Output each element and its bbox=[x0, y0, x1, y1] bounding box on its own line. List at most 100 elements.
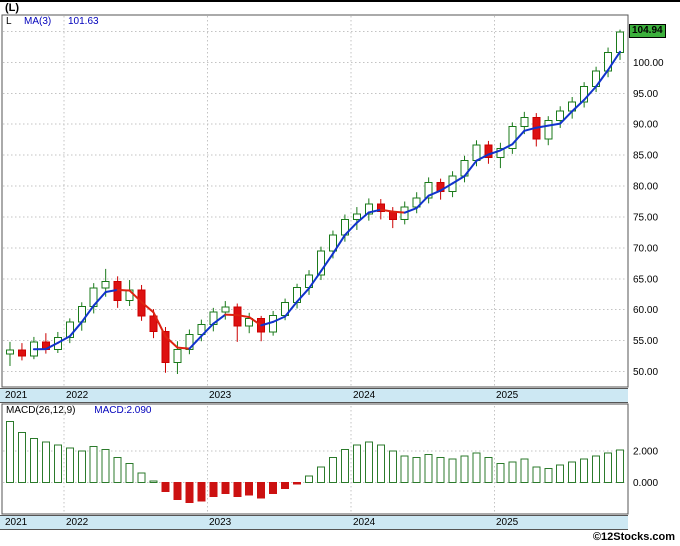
ma-line-segment bbox=[80, 304, 95, 324]
macd-bar-positive bbox=[352, 444, 361, 483]
ma-line-segment bbox=[379, 208, 394, 213]
macd-bar-negative bbox=[221, 481, 230, 494]
ma-line-segment bbox=[236, 314, 251, 319]
macd-bar-positive bbox=[41, 441, 50, 483]
macd-bar-positive bbox=[520, 458, 529, 483]
candle-body bbox=[173, 348, 182, 363]
macd-bar-positive bbox=[388, 450, 397, 483]
price-axis-tick-label: 60.00 bbox=[633, 305, 658, 316]
candle-body bbox=[376, 203, 385, 212]
price-axis-tick-label: 80.00 bbox=[633, 182, 658, 193]
candle-body bbox=[424, 181, 433, 199]
ma-line-segment bbox=[427, 189, 442, 197]
ma-line-segment bbox=[451, 175, 466, 185]
ma-line-segment bbox=[104, 288, 119, 293]
candle-body bbox=[484, 144, 493, 159]
ma-line-segment bbox=[284, 300, 299, 318]
macd-bar-positive bbox=[29, 438, 38, 483]
ma-line-segment bbox=[415, 194, 430, 210]
page-title: (L) bbox=[5, 2, 20, 14]
candle-body bbox=[508, 126, 517, 149]
ma-line-segment bbox=[523, 126, 538, 132]
macd-bar-negative bbox=[161, 481, 170, 493]
macd-bar-positive bbox=[400, 455, 409, 483]
price-candlestick-chart: 105.00100.0095.0090.0085.0080.0075.0070.… bbox=[1, 14, 664, 388]
year-label: 2023 bbox=[209, 390, 232, 401]
last-price-badge: 104.94 bbox=[629, 24, 666, 38]
ma-line-segment bbox=[164, 335, 179, 349]
macd-label: MACD(26,12,9) bbox=[6, 405, 76, 416]
macd-bar-positive bbox=[17, 432, 26, 483]
macd-histogram-chart: 2.000 0.000 bbox=[1, 403, 658, 515]
ma-line-segment bbox=[559, 110, 574, 125]
ma-line-segment bbox=[68, 321, 83, 338]
ma-line-segment bbox=[355, 211, 370, 224]
macd-bar-positive bbox=[113, 456, 122, 483]
ma-value: 101.63 bbox=[68, 16, 99, 27]
ma-line-segment bbox=[176, 346, 191, 350]
price-axis-tick-label: 100.00 bbox=[633, 58, 664, 69]
price-axis-tick-label: 65.00 bbox=[633, 274, 658, 285]
price-legend: L MA(3) 101.63 bbox=[6, 16, 99, 27]
ma-line-segment bbox=[152, 311, 167, 338]
candle-body bbox=[580, 85, 589, 103]
candle-body bbox=[544, 119, 553, 140]
macd-bar-positive bbox=[412, 456, 421, 483]
macd-bar-positive bbox=[472, 452, 481, 483]
macd-bar-negative bbox=[293, 481, 302, 485]
macd-bar-negative bbox=[233, 481, 242, 497]
candle-body bbox=[520, 116, 529, 128]
macd-bar-negative bbox=[257, 481, 266, 499]
year-label: 2022 bbox=[66, 517, 89, 528]
macd-bar-positive bbox=[137, 472, 146, 483]
macd-axis-tick-label: 2.000 bbox=[633, 447, 658, 458]
ma-line-segment bbox=[200, 322, 215, 338]
candle-body bbox=[328, 234, 337, 252]
ma-line-segment bbox=[116, 288, 131, 292]
macd-bar-negative bbox=[209, 481, 218, 497]
year-label: 2023 bbox=[209, 517, 232, 528]
price-plot-bg bbox=[2, 15, 628, 387]
symbol-label: L bbox=[6, 16, 12, 27]
macd-value: MACD:2.090 bbox=[94, 405, 152, 416]
candle-body bbox=[496, 147, 505, 159]
price-frame bbox=[1, 14, 629, 388]
ma-line-segment bbox=[92, 290, 107, 307]
macd-bar-positive bbox=[556, 464, 565, 483]
macd-bar-positive bbox=[53, 444, 62, 483]
year-label: 2021 bbox=[5, 390, 28, 401]
macd-bar-negative bbox=[197, 481, 206, 502]
year-label: 2025 bbox=[496, 390, 519, 401]
candle-body bbox=[17, 349, 26, 357]
price-axis-tick-label: 50.00 bbox=[633, 367, 658, 378]
candle-body bbox=[556, 110, 565, 121]
macd-bar-positive bbox=[424, 453, 433, 483]
macd-bar-positive bbox=[305, 475, 314, 483]
macd-bar-positive bbox=[340, 449, 349, 483]
ma-line-segment bbox=[463, 159, 478, 178]
year-label: 2021 bbox=[5, 517, 28, 528]
macd-bar-positive bbox=[89, 446, 98, 483]
candle-body bbox=[616, 31, 625, 53]
ma-line-segment bbox=[140, 301, 155, 314]
ma-line-segment bbox=[583, 85, 598, 101]
top-border bbox=[0, 0, 680, 2]
year-label: 2022 bbox=[66, 390, 89, 401]
ma-line-segment bbox=[56, 335, 71, 344]
macd-bar-positive bbox=[364, 441, 373, 483]
ma-line-segment bbox=[475, 153, 490, 162]
macd-bar-positive bbox=[101, 449, 110, 483]
macd-bar-negative bbox=[245, 481, 254, 496]
ma-line-segment bbox=[44, 341, 59, 351]
macd-x-axis-year-band: 2021 2022 2023 2024 2025 bbox=[0, 515, 628, 530]
macd-axis-tick-label: 0.000 bbox=[633, 478, 658, 489]
macd-bar-positive bbox=[77, 450, 86, 483]
price-axis-tick-label: 70.00 bbox=[633, 243, 658, 254]
macd-frame bbox=[1, 403, 629, 515]
macd-bar-positive bbox=[544, 467, 553, 483]
ma-line-segment bbox=[535, 124, 550, 129]
macd-bar-positive bbox=[65, 447, 74, 483]
macd-bar-negative bbox=[185, 481, 194, 504]
watermark-link[interactable]: ©12Stocks.com bbox=[592, 531, 675, 543]
